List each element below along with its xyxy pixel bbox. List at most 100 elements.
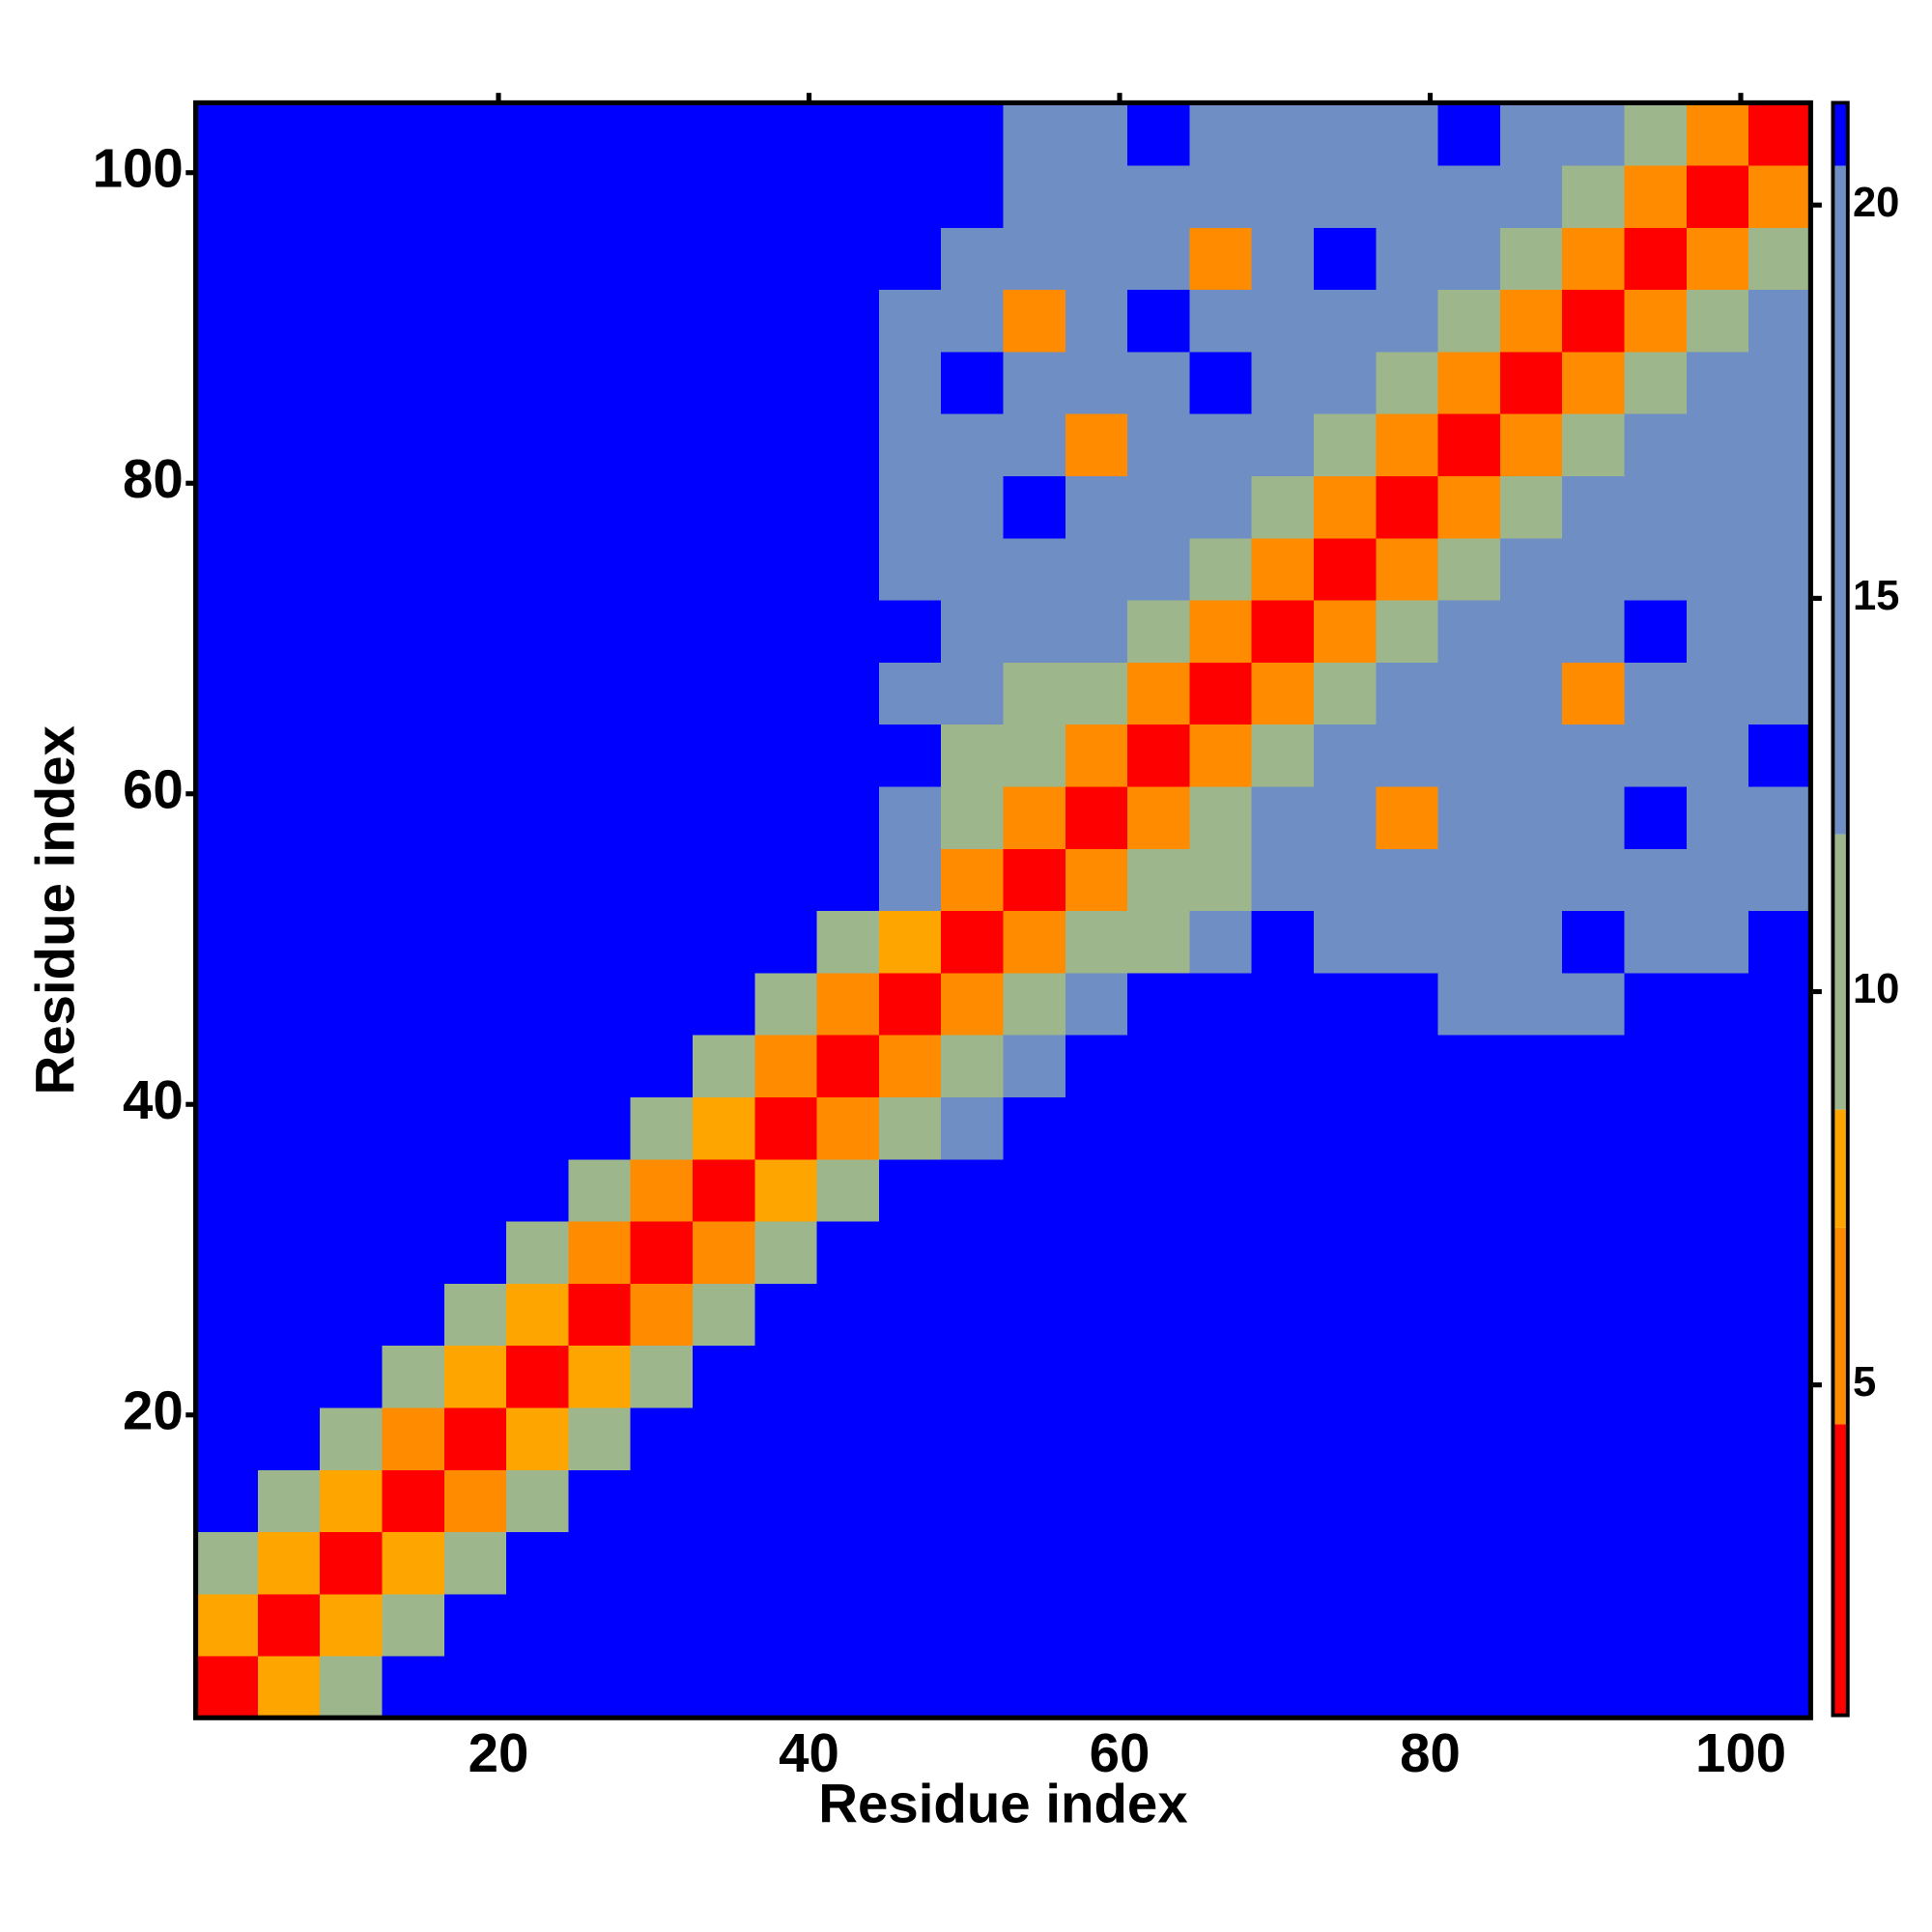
heatmap-cell xyxy=(195,1158,259,1222)
heatmap-cell xyxy=(1686,1345,1749,1408)
heatmap-cell xyxy=(1065,1655,1128,1719)
heatmap-cell xyxy=(754,289,818,353)
heatmap-cell xyxy=(443,289,507,353)
heatmap-cell xyxy=(754,662,818,725)
heatmap-cell xyxy=(1562,1655,1626,1719)
heatmap-cell xyxy=(506,1531,570,1595)
heatmap-cell xyxy=(195,351,259,414)
heatmap-cell xyxy=(443,1469,507,1533)
heatmap-cell xyxy=(1127,599,1191,663)
heatmap-cell xyxy=(320,1593,384,1657)
heatmap-cell xyxy=(320,412,384,476)
heatmap-cell xyxy=(257,1158,321,1222)
heatmap-cell xyxy=(754,1531,818,1595)
heatmap-cell xyxy=(1189,599,1253,663)
heatmap-cell xyxy=(1065,1220,1128,1284)
heatmap-cell xyxy=(816,1158,880,1222)
heatmap-cell xyxy=(1624,848,1688,912)
heatmap-cell xyxy=(1189,910,1253,974)
heatmap-cell xyxy=(506,475,570,539)
heatmap-cell xyxy=(568,1034,632,1097)
heatmap-cell xyxy=(754,164,818,228)
heatmap-cell xyxy=(1686,1220,1749,1284)
heatmap-cell xyxy=(754,972,818,1036)
heatmap-cell xyxy=(692,972,756,1036)
heatmap-cell xyxy=(878,1345,942,1408)
heatmap-cell xyxy=(754,1283,818,1347)
heatmap-cell xyxy=(320,1034,384,1097)
heatmap-cell xyxy=(878,289,942,353)
y-tick-label: 100 xyxy=(93,138,184,199)
heatmap-cell xyxy=(1065,1406,1128,1470)
heatmap-cell xyxy=(1313,785,1378,849)
heatmap-cell xyxy=(382,1531,445,1595)
heatmap-cell xyxy=(382,475,445,539)
heatmap-cell xyxy=(1127,785,1191,849)
heatmap-cell xyxy=(1003,227,1066,291)
heatmap-cell xyxy=(816,537,880,601)
heatmap-cell xyxy=(1686,785,1749,849)
heatmap-cell xyxy=(320,1406,384,1470)
heatmap-cell xyxy=(630,164,694,228)
heatmap-cell xyxy=(568,475,632,539)
heatmap-cell xyxy=(878,537,942,601)
heatmap-cell xyxy=(1065,1034,1128,1097)
heatmap-cell xyxy=(1065,1283,1128,1347)
heatmap-cell xyxy=(816,475,880,539)
heatmap-cell xyxy=(1313,227,1378,291)
heatmap-cell xyxy=(568,1345,632,1408)
heatmap-cell xyxy=(1624,475,1688,539)
heatmap-cell xyxy=(878,475,942,539)
heatmap-cell xyxy=(568,1593,632,1657)
heatmap-cell xyxy=(692,1220,756,1284)
heatmap-cell xyxy=(195,537,259,601)
heatmap-cell xyxy=(320,848,384,912)
heatmap-cell xyxy=(878,1469,942,1533)
heatmap-cell xyxy=(1437,475,1501,539)
heatmap-cell xyxy=(1437,972,1501,1036)
heatmap-cell xyxy=(1562,1220,1626,1284)
heatmap-cell xyxy=(941,1283,1005,1347)
heatmap-cell xyxy=(692,1531,756,1595)
heatmap-cell xyxy=(1003,1158,1066,1222)
heatmap-cell xyxy=(1624,102,1688,166)
heatmap-cell xyxy=(1499,1469,1563,1533)
heatmap-cell xyxy=(692,164,756,228)
colorbar-segment xyxy=(1833,1109,1848,1228)
x-tick-label: 60 xyxy=(1090,1722,1151,1783)
heatmap-cell xyxy=(1562,910,1626,974)
heatmap-cell xyxy=(630,1158,694,1222)
heatmap-cell xyxy=(320,1158,384,1222)
heatmap-cell xyxy=(1624,1283,1688,1347)
heatmap-cell xyxy=(568,724,632,787)
heatmap-cell xyxy=(630,289,694,353)
heatmap-cell xyxy=(1003,1034,1066,1097)
heatmap-cell xyxy=(1499,412,1563,476)
heatmap-cell xyxy=(1313,351,1378,414)
heatmap-cell xyxy=(630,724,694,787)
heatmap-cell xyxy=(568,1283,632,1347)
heatmap-cell xyxy=(1251,662,1315,725)
heatmap-cell xyxy=(506,599,570,663)
heatmap-cell xyxy=(941,1406,1005,1470)
heatmap-cell xyxy=(1437,289,1501,353)
heatmap-cell xyxy=(1313,599,1378,663)
heatmap-cell xyxy=(692,289,756,353)
heatmap-cell xyxy=(1748,1283,1812,1347)
heatmap-cell xyxy=(568,1158,632,1222)
heatmap-cell xyxy=(692,227,756,291)
heatmap-cell xyxy=(1376,351,1439,414)
heatmap-cell xyxy=(1437,1096,1501,1160)
heatmap-cell xyxy=(568,1655,632,1719)
heatmap-cell xyxy=(941,164,1005,228)
heatmap-cell xyxy=(878,599,942,663)
heatmap-cell xyxy=(1189,351,1253,414)
heatmap-cell xyxy=(941,1655,1005,1719)
heatmap-cell xyxy=(816,1655,880,1719)
heatmap-cell xyxy=(754,1655,818,1719)
heatmap-cell xyxy=(1624,1345,1688,1408)
heatmap-cell xyxy=(382,972,445,1036)
heatmap-cell xyxy=(1251,1655,1315,1719)
heatmap-cell xyxy=(1251,848,1315,912)
